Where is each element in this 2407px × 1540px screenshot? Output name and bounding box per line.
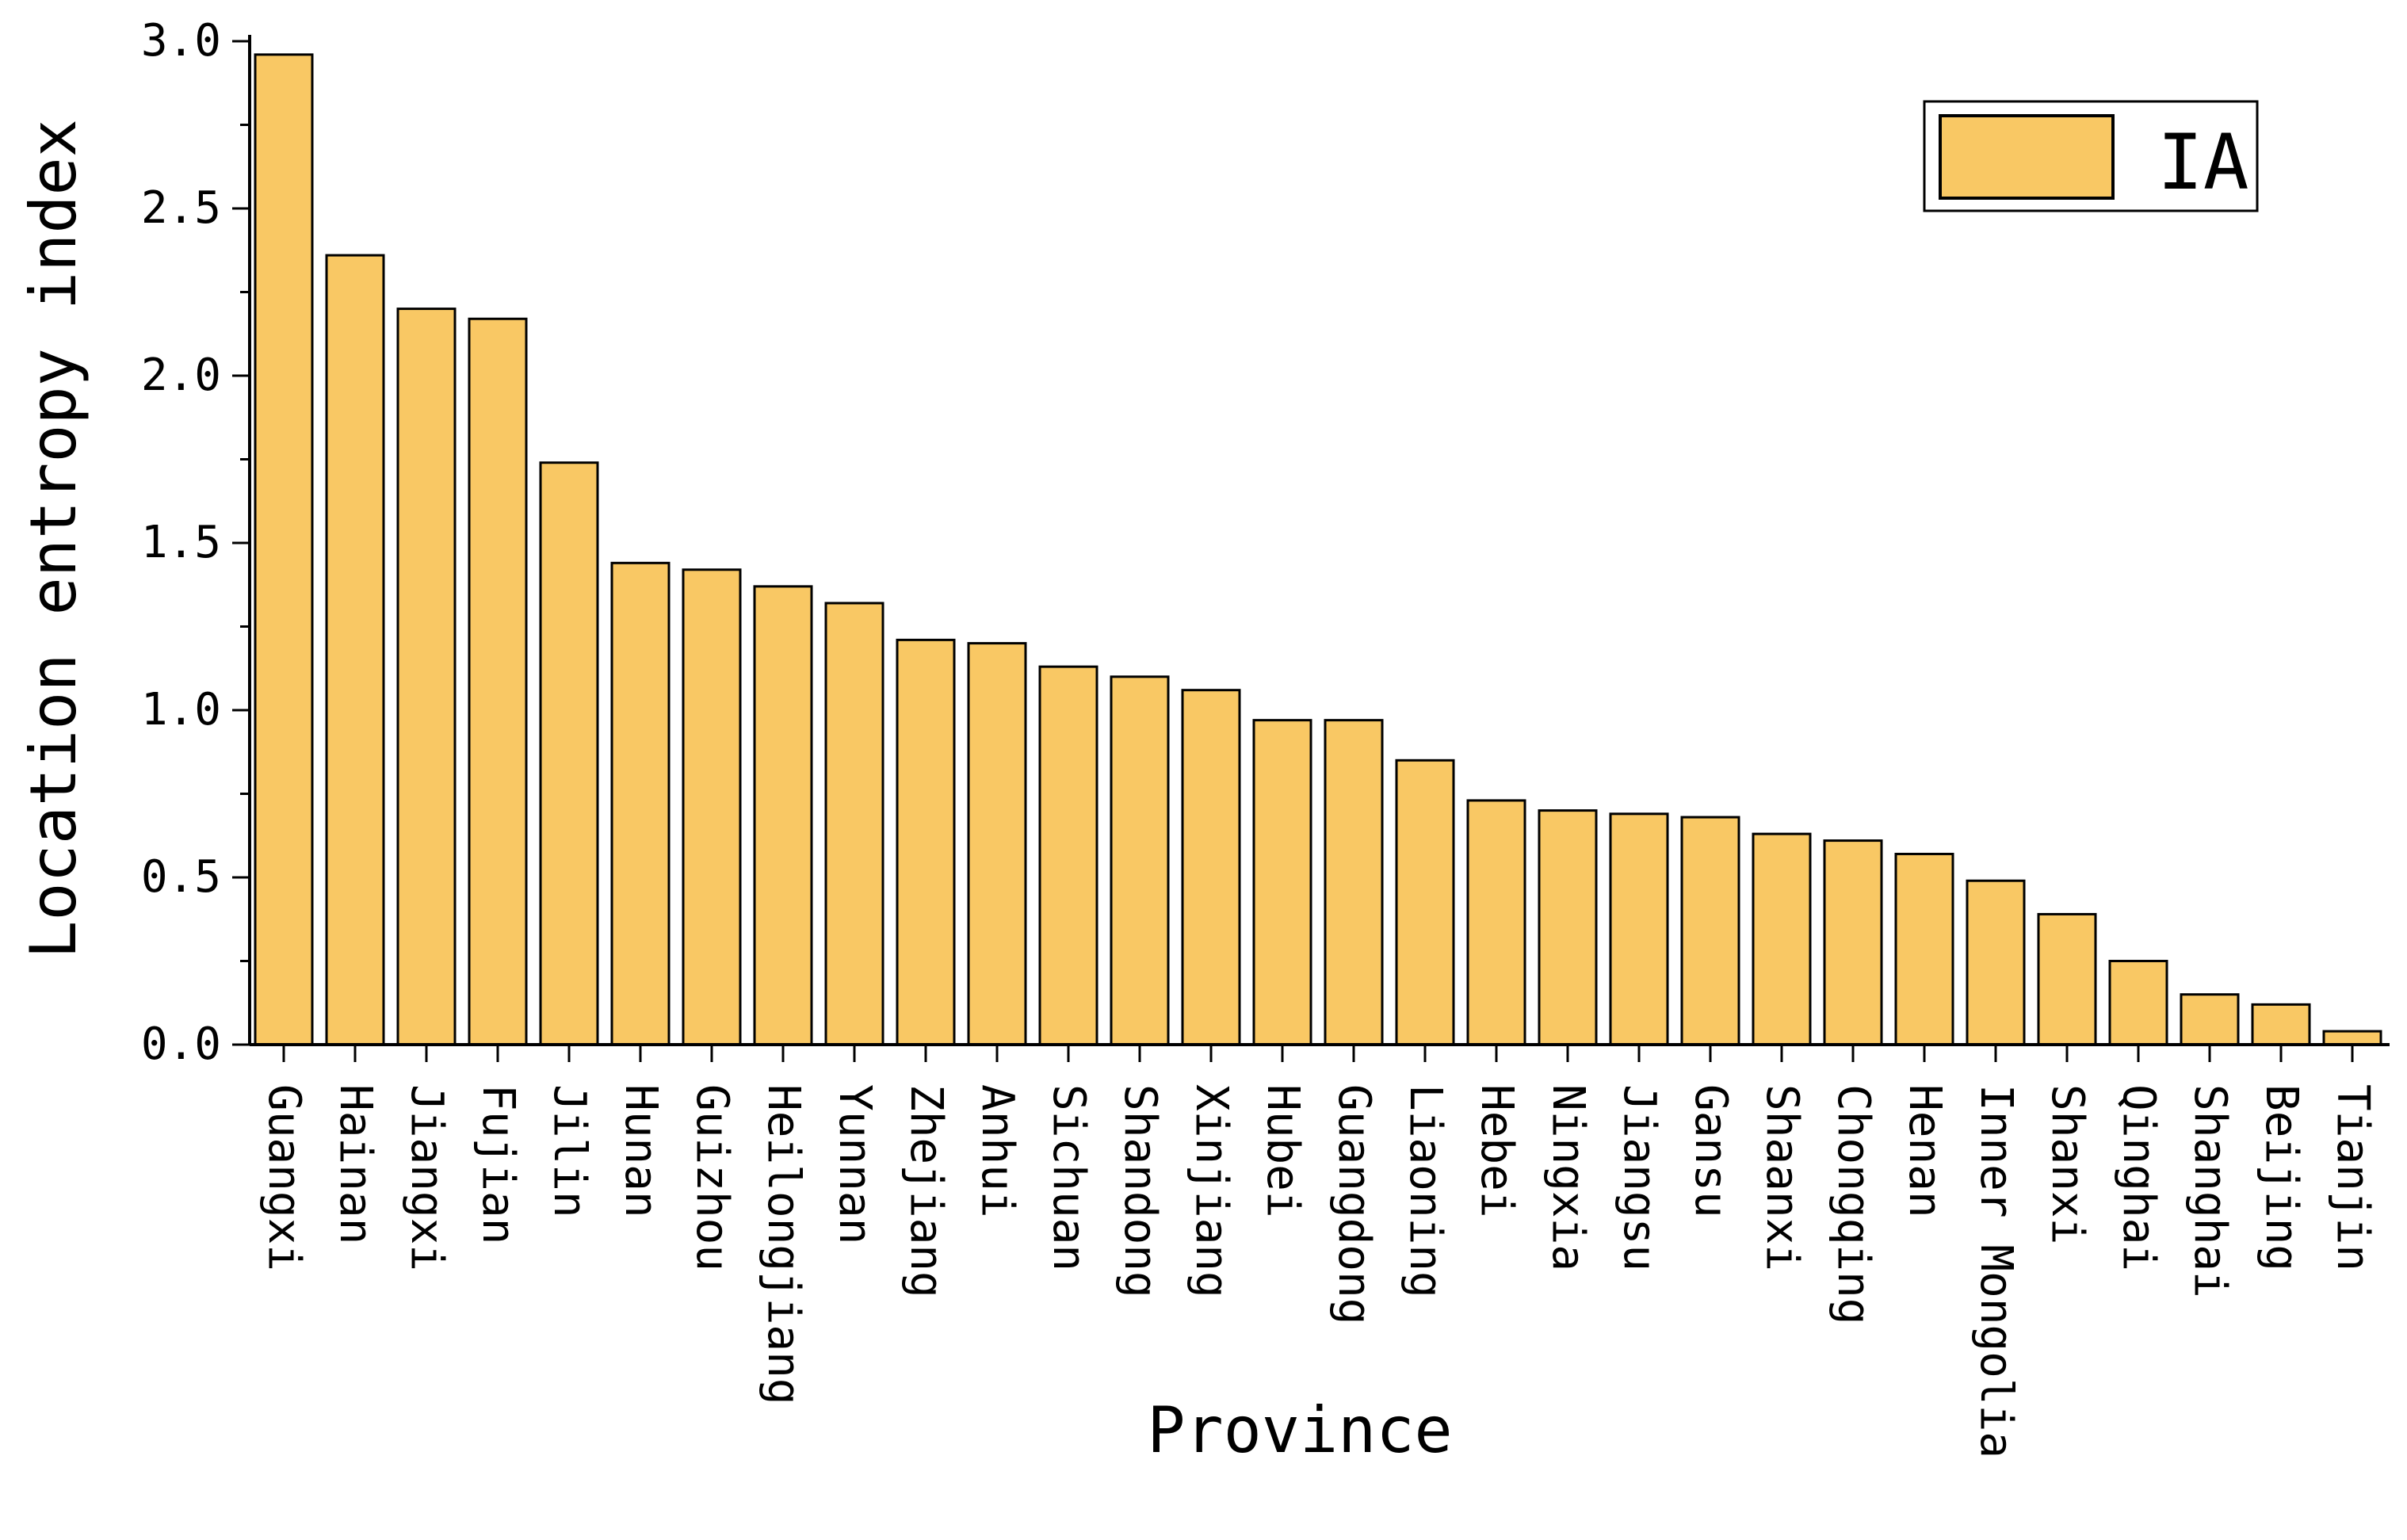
y-tick-label: 1.5 [141, 517, 221, 568]
bar-inner-mongolia [1966, 879, 2026, 1046]
x-tick-label: Jiangxi [401, 1084, 453, 1271]
x-tick-label: Anhui [972, 1084, 1023, 1218]
bar-heilongjiang [753, 585, 813, 1046]
bar-xinjiang [1181, 689, 1241, 1046]
bar-liaoning [1395, 759, 1455, 1046]
x-tick-label: Hebei [1471, 1084, 1523, 1218]
x-tick-label: Guangxi [258, 1084, 310, 1271]
bar-tianjin [2322, 1030, 2382, 1046]
bar-hebei [1466, 799, 1526, 1046]
x-tick-label: Guangdong [1328, 1084, 1380, 1324]
x-tick-label: Qinghai [2113, 1084, 2164, 1271]
bar-shandong [1110, 675, 1170, 1046]
bar-shanghai [2180, 993, 2240, 1046]
bar-hunan [610, 561, 671, 1046]
y-tick-label: 3.0 [141, 15, 221, 67]
x-tick-label: Hunan [615, 1084, 667, 1218]
y-axis-title: Location entropy index [17, 119, 90, 959]
y-tick-label: 2.0 [141, 350, 221, 401]
legend: IA [1923, 100, 2259, 212]
y-tick-label: 0.0 [141, 1018, 221, 1070]
bar-ningxia [1538, 809, 1598, 1046]
bar-hubei [1252, 719, 1312, 1046]
bar-guangxi [254, 53, 314, 1046]
x-tick-label: Sichuan [1043, 1084, 1095, 1271]
x-tick-label: Yunnan [829, 1084, 881, 1244]
x-tick-label: Guizhou [686, 1084, 738, 1271]
x-tick-label: Jilin [544, 1084, 595, 1218]
bar-anhui [967, 642, 1027, 1046]
bar-hainan [325, 254, 385, 1046]
x-tick-label: Ningxia [1542, 1084, 1594, 1271]
x-tick-label: Shaanxi [1756, 1084, 1808, 1271]
x-tick-label: Chongqing [1828, 1084, 1879, 1324]
y-ticks-layer: 0.0 0.5 1.0 1.5 2.0 2.5 3.0 [141, 15, 250, 1070]
legend-label: IA [2157, 118, 2249, 207]
bar-guizhou [682, 568, 742, 1046]
bar-henan [1894, 852, 1954, 1046]
x-tick-label: Heilongjiang [758, 1084, 809, 1405]
y-tick-label: 1.0 [141, 684, 221, 736]
bar-gansu [1680, 816, 1740, 1046]
x-axis-title: Province [1147, 1393, 1452, 1467]
x-tick-label: Tianjin [2327, 1084, 2378, 1271]
x-tick-label: Shanghai [2184, 1084, 2236, 1298]
x-tick-label: Gansu [1685, 1084, 1736, 1218]
x-tick-label: Hubei [1257, 1084, 1309, 1218]
x-tick-label: Henan [1899, 1084, 1950, 1218]
bar-qinghai [2108, 960, 2168, 1046]
bar-zhejiang [896, 638, 956, 1046]
x-tick-label: Jiangsu [1614, 1084, 1665, 1271]
bar-yunnan [824, 602, 884, 1046]
x-tick-label: Liaoning [1400, 1084, 1451, 1298]
x-tick-label: Beijing [2256, 1084, 2307, 1271]
x-tick-label: Fujian [472, 1084, 524, 1244]
bar-chongqing [1823, 839, 1883, 1046]
bar-shaanxi [1752, 832, 1812, 1046]
x-tick-label: Xinjiang [1186, 1084, 1237, 1298]
bar-jiangxi [396, 308, 457, 1046]
legend-swatch [1939, 114, 2115, 200]
x-tick-label: Zhejiang [900, 1084, 952, 1298]
bar-jiangsu [1609, 812, 1669, 1046]
bar-sichuan [1038, 665, 1098, 1046]
x-tick-label: Inner Mongolia [1970, 1084, 2022, 1458]
bar-fujian [468, 317, 528, 1046]
y-tick-label: 0.5 [141, 851, 221, 903]
x-tick-labels-layer: Guangxi Hainan Jiangxi Fujian Jilin Hunan Guiz… [258, 1045, 2378, 1458]
x-tick-label: Shanxi [2042, 1084, 2093, 1244]
x-tick-label: Hainan [330, 1084, 381, 1244]
bar-shanxi [2037, 912, 2097, 1046]
bar-jilin [539, 461, 599, 1046]
x-tick-label: Shandong [1114, 1084, 1166, 1298]
y-tick-label: 2.5 [141, 182, 221, 234]
bar-beijing [2251, 1003, 2311, 1046]
bars-layer [254, 53, 2382, 1046]
bar-guangdong [1324, 719, 1384, 1046]
